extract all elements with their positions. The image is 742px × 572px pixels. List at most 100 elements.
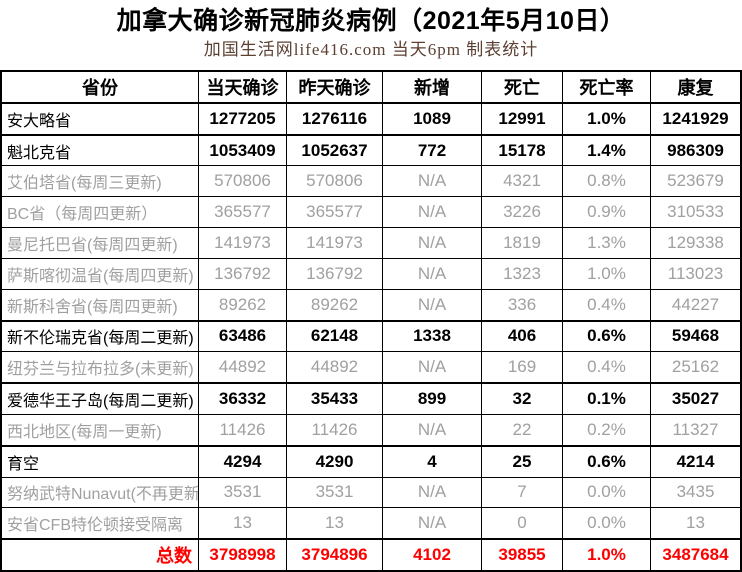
province-name-cell: BC省（每周四更新） — [7, 206, 158, 224]
province-name-cell: 艾伯塔省(每周三更新) — [7, 175, 162, 193]
province-name-cell: 新斯科舍省(每周四更新) — [7, 298, 178, 316]
value-cell: 310533 — [650, 197, 740, 228]
value-cell: 1052637 — [286, 135, 382, 166]
value-cell: 1276116 — [286, 103, 382, 134]
value-cell: 141973 — [198, 228, 286, 258]
value-cell: 32 — [481, 384, 562, 414]
value-cell: 406 — [481, 321, 562, 352]
value-cell: 523679 — [650, 166, 740, 197]
value-cell: 1089 — [382, 103, 481, 134]
value-cell: 4102 — [382, 540, 481, 570]
value-cell: 336 — [481, 289, 562, 320]
table-row: 新斯科舍省(每周四更新) 89262 89262 N/A 336 0.4% 44227 — [2, 288, 740, 320]
value-cell: 1053409 — [198, 135, 286, 166]
table-row: 安大略省 1277205 1276116 1089 12991 1.0% 1241929 — [2, 101, 740, 134]
value-cell: 7 — [481, 477, 562, 508]
value-cell: 141973 — [286, 228, 382, 258]
value-cell: 4214 — [650, 446, 740, 477]
value-cell: 63486 — [198, 321, 286, 352]
value-cell: N/A — [382, 197, 481, 228]
value-cell: N/A — [382, 414, 481, 445]
table-row: 萨斯喀彻温省(每周四更新) 136792 136792 N/A 1323 1.0% 1130… — [2, 257, 740, 289]
table-row: 西北地区(每周一更新) 11426 11426 N/A 22 0.2% 11327 — [2, 413, 740, 445]
value-cell: 89262 — [286, 289, 382, 320]
value-cell: 15178 — [481, 135, 562, 166]
value-cell: 89262 — [198, 289, 286, 320]
value-cell: 13 — [198, 508, 286, 539]
value-cell: 36332 — [198, 384, 286, 414]
value-cell: 39855 — [481, 540, 562, 570]
value-cell: N/A — [382, 258, 481, 289]
column-header-death-rate: 死亡率 — [562, 72, 650, 102]
value-cell: 3487684 — [650, 540, 740, 570]
province-name-cell: 曼尼托巴省(每周四更新) — [7, 236, 178, 254]
value-cell: 1.0% — [562, 103, 650, 134]
value-cell: 4321 — [481, 166, 562, 197]
value-cell: 1241929 — [650, 103, 740, 134]
province-name-cell: 努纳武特Nunavut(不再更新) — [7, 486, 198, 504]
value-cell: 0.8% — [562, 166, 650, 197]
value-cell: 3798998 — [198, 540, 286, 570]
value-cell: 0.4% — [562, 289, 650, 320]
value-cell: 899 — [382, 384, 481, 414]
value-cell: 0.0% — [562, 477, 650, 508]
value-cell: 1819 — [481, 228, 562, 258]
value-cell: 0.6% — [562, 321, 650, 352]
value-cell: 11426 — [198, 414, 286, 445]
value-cell: 0.2% — [562, 414, 650, 445]
value-cell: 113023 — [650, 258, 740, 289]
table-total-row: 总数 3798998 3794896 4102 39855 1.0% 3487684 — [2, 538, 740, 570]
value-cell: 62148 — [286, 321, 382, 352]
value-cell: 4294 — [198, 446, 286, 477]
value-cell: 25 — [481, 446, 562, 477]
value-cell: N/A — [382, 289, 481, 320]
page-subtitle: 加国生活网life416.com 当天6pm 制表统计 — [203, 40, 539, 59]
column-header-today: 当天确诊 — [198, 72, 286, 102]
value-cell: 44892 — [286, 352, 382, 383]
column-header-recovered: 康复 — [650, 72, 740, 102]
value-cell: 12991 — [481, 103, 562, 134]
value-cell: 0.1% — [562, 384, 650, 414]
value-cell: 3531 — [198, 477, 286, 508]
value-cell: 4 — [382, 446, 481, 477]
column-header-new-cases: 新增 — [382, 72, 481, 102]
value-cell: 0.0% — [562, 508, 650, 539]
value-cell: 11327 — [650, 414, 740, 445]
value-cell: 136792 — [286, 258, 382, 289]
value-cell: 44227 — [650, 289, 740, 320]
table-row: 魁北克省 1053409 1052637 772 15178 1.4% 986309 — [2, 133, 740, 166]
province-name-cell: 纽芬兰与拉布拉多(未更新) — [7, 361, 194, 379]
value-cell: 772 — [382, 135, 481, 166]
value-cell: 570806 — [198, 166, 286, 197]
value-cell: 4290 — [286, 446, 382, 477]
table-row: 爱德华王子岛(每周二更新) 36332 35433 899 32 0.1% 35027 — [2, 382, 740, 414]
column-header-province: 省份 — [82, 77, 118, 98]
value-cell: 11426 — [286, 414, 382, 445]
province-name-cell: 新不伦瑞克省(每周二更新) — [7, 330, 194, 348]
value-cell: 35027 — [650, 384, 740, 414]
value-cell: 25162 — [650, 352, 740, 383]
value-cell: 59468 — [650, 321, 740, 352]
province-name-cell: 西北地区(每周一更新) — [7, 423, 162, 441]
value-cell: 22 — [481, 414, 562, 445]
value-cell: 169 — [481, 352, 562, 383]
province-name-cell: 育空 — [7, 455, 40, 473]
table-row: BC省（每周四更新） 365577 365577 N/A 3226 0.9% 310533 — [2, 196, 740, 228]
table-row: 艾伯塔省(每周三更新) 570806 570806 N/A 4321 0.8% 523679 — [2, 165, 740, 197]
page-title: 加拿大确诊新冠肺炎病例（2021年5月10日） — [116, 7, 626, 35]
value-cell: 3531 — [286, 477, 382, 508]
value-cell: 13 — [650, 508, 740, 539]
value-cell: 0.9% — [562, 197, 650, 228]
value-cell: N/A — [382, 166, 481, 197]
value-cell: 13 — [286, 508, 382, 539]
covid-stats-table: 省份 当天确诊 昨天确诊 新增 死亡 死亡率 康复 安大略省 1277205 127… — [0, 70, 742, 572]
table-header-row: 省份 当天确诊 昨天确诊 新增 死亡 死亡率 康复 — [2, 72, 740, 102]
value-cell: 0.4% — [562, 352, 650, 383]
province-name-cell: 总数 — [156, 546, 192, 567]
value-cell: N/A — [382, 508, 481, 539]
value-cell: N/A — [382, 352, 481, 383]
table-row: 曼尼托巴省(每周四更新) 141973 141973 N/A 1819 1.3% 12933… — [2, 227, 740, 258]
value-cell: 129338 — [650, 228, 740, 258]
table-row: 新不伦瑞克省(每周二更新) 63486 62148 1338 406 0.6% 59468 — [2, 319, 740, 352]
table-row: 育空 4294 4290 4 25 0.6% 4214 — [2, 444, 740, 477]
